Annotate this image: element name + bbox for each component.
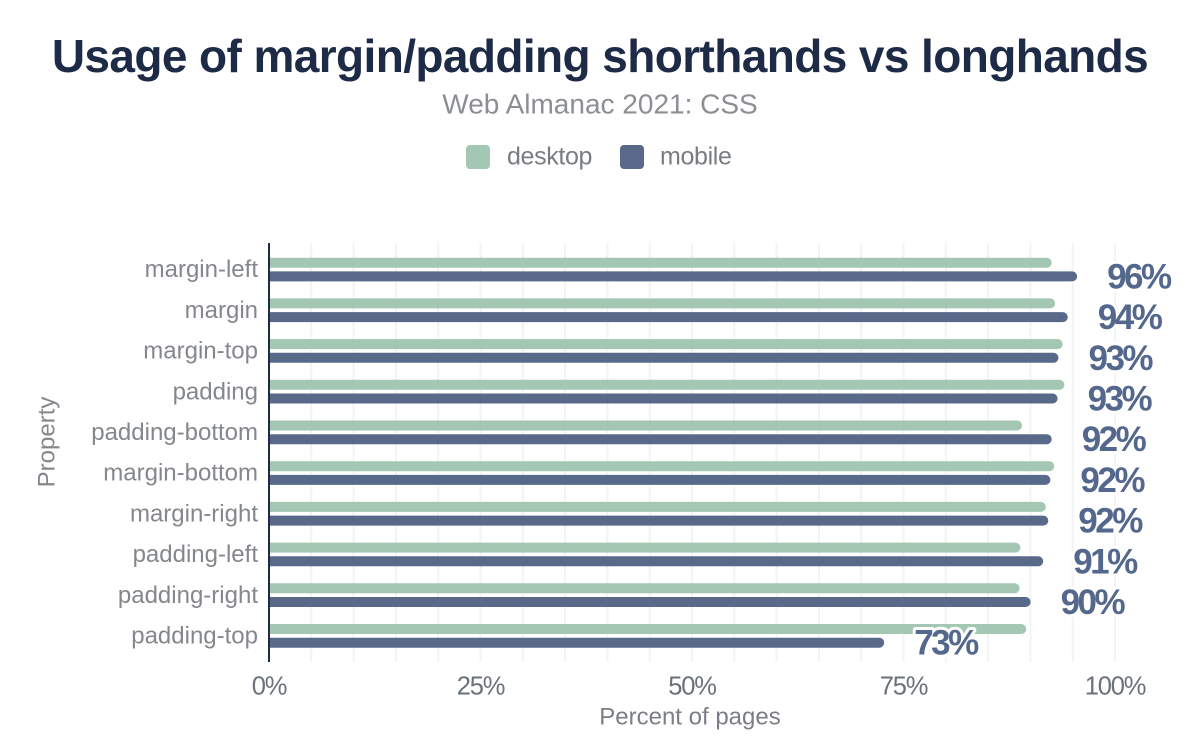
svg-text:90%: 90%	[1061, 583, 1126, 622]
svg-text:Usage of margin/padding shorth: Usage of margin/padding shorthands vs lo…	[52, 30, 1148, 82]
svg-text:73%: 73%	[914, 624, 979, 663]
svg-text:padding-right: padding-right	[118, 582, 258, 609]
svg-text:93%: 93%	[1088, 380, 1153, 419]
svg-text:92%: 92%	[1082, 420, 1147, 459]
svg-text:padding: padding	[173, 378, 258, 405]
svg-text:96%: 96%	[1107, 257, 1172, 296]
svg-text:75%: 75%	[880, 673, 928, 701]
svg-text:mobile: mobile	[660, 142, 732, 170]
svg-text:padding-left: padding-left	[133, 541, 259, 568]
svg-text:desktop: desktop	[507, 142, 592, 170]
svg-text:margin-bottom: margin-bottom	[103, 460, 258, 487]
svg-text:94%: 94%	[1098, 298, 1163, 337]
svg-text:25%: 25%	[457, 673, 505, 701]
svg-text:margin-right: margin-right	[130, 500, 258, 527]
svg-text:92%: 92%	[1078, 502, 1143, 541]
svg-text:50%: 50%	[668, 673, 716, 701]
svg-text:Property: Property	[34, 397, 61, 488]
svg-text:91%: 91%	[1073, 542, 1138, 581]
svg-text:0%: 0%	[252, 673, 287, 701]
svg-text:Web Almanac 2021: CSS: Web Almanac 2021: CSS	[442, 88, 757, 119]
svg-text:100%: 100%	[1085, 673, 1146, 701]
svg-text:92%: 92%	[1080, 461, 1145, 500]
svg-text:Percent of pages: Percent of pages	[599, 703, 780, 730]
svg-text:margin-top: margin-top	[143, 338, 258, 365]
svg-text:margin-left: margin-left	[145, 256, 259, 283]
svg-text:padding-bottom: padding-bottom	[91, 419, 258, 446]
svg-text:93%: 93%	[1089, 339, 1154, 378]
svg-text:padding-top: padding-top	[131, 623, 258, 650]
svg-text:margin: margin	[185, 297, 258, 324]
